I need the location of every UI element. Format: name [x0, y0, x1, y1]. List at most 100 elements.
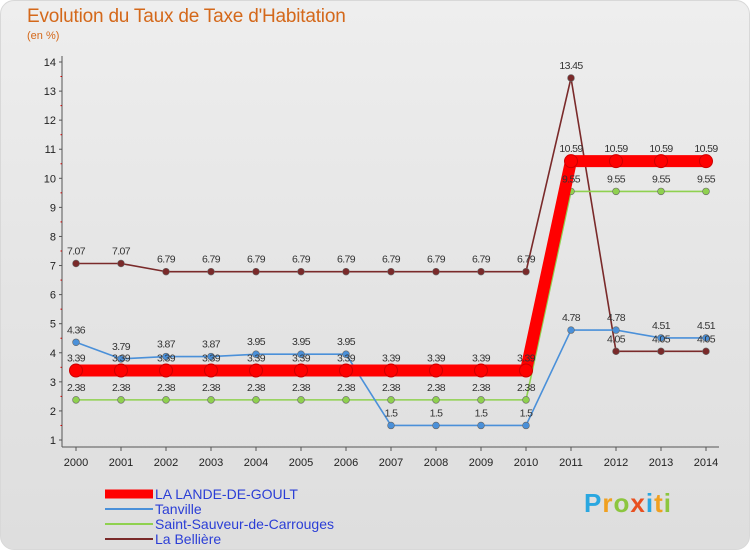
data-label: 3.39: [427, 353, 446, 365]
data-label: 7.07: [67, 246, 86, 258]
data-labels: 3.39 3.39 3.39 3.39 3.39 3.39 3.39 3.39 3.39 3.39…: [67, 60, 719, 419]
data-point: [522, 267, 530, 276]
data-point: [297, 350, 305, 358]
data-label: 1.5: [520, 407, 534, 419]
data-point: [609, 154, 623, 169]
x-tick-label: 2009: [469, 457, 493, 469]
data-point: [117, 355, 125, 363]
data-point: [384, 363, 398, 378]
legend-label: Saint-Sauveur-de-Carrouges: [155, 516, 334, 532]
y-tick-label: 12: [44, 115, 56, 127]
data-label: 3.39: [202, 353, 221, 365]
data-label: 4.05: [697, 333, 716, 345]
data-point: [249, 363, 263, 378]
data-point: [342, 350, 350, 358]
data-label: 9.55: [607, 173, 626, 185]
y-tick-label: 5: [50, 319, 56, 331]
x-tick-label: 2005: [289, 457, 313, 469]
data-point: [204, 363, 218, 378]
data-point: [387, 396, 395, 404]
logo-letter: o: [613, 488, 631, 518]
data-label: 6.79: [157, 254, 176, 266]
data-label: 2.38: [157, 382, 176, 394]
y-tick-label: 6: [50, 290, 56, 302]
data-label: 4.78: [562, 312, 581, 324]
data-point: [114, 363, 128, 378]
x-tick-label: 2012: [604, 457, 628, 469]
data-label: 10.59: [694, 143, 718, 155]
data-label: 1.5: [430, 407, 444, 419]
data-label: 9.55: [697, 173, 716, 185]
data-label: 1.5: [385, 407, 399, 419]
legend-label: Tanville: [155, 501, 202, 517]
data-label: 2.38: [472, 382, 491, 394]
data-label: 9.55: [562, 173, 581, 185]
data-point: [432, 396, 440, 404]
data-label: 3.95: [247, 336, 266, 348]
data-label: 3.39: [337, 353, 356, 365]
x-tick-label: 2004: [244, 457, 268, 469]
x-tick-label: 2001: [109, 457, 133, 469]
x-tick-label: 2013: [649, 457, 673, 469]
data-point: [69, 363, 83, 378]
data-label: 3.95: [292, 336, 311, 348]
data-label: 10.59: [649, 143, 673, 155]
data-point: [702, 347, 710, 356]
y-tick-label: 11: [45, 144, 56, 156]
data-point: [117, 259, 125, 268]
data-label: 6.79: [382, 254, 401, 266]
data-point: [72, 396, 80, 404]
data-point: [474, 363, 488, 378]
data-label: 6.79: [427, 254, 446, 266]
data-label: 4.36: [67, 324, 86, 336]
data-label: 13.45: [559, 60, 583, 72]
data-label: 4.51: [652, 320, 671, 332]
data-label: 3.39: [112, 353, 131, 365]
data-label: 3.39: [292, 353, 311, 365]
data-point: [207, 352, 215, 361]
y-tick-label: 9: [50, 202, 56, 214]
data-point: [522, 421, 530, 430]
y-tick-label: 13: [44, 86, 56, 98]
data-label: 3.79: [112, 341, 131, 353]
x-tick-label: 2010: [514, 457, 538, 469]
logo-letter: t: [654, 488, 664, 518]
y-tick-label: 14: [44, 57, 56, 69]
data-label: 6.79: [337, 254, 356, 266]
logo-letter: i: [645, 488, 655, 518]
data-point: [429, 363, 443, 378]
data-label: 2.38: [292, 382, 311, 394]
y-tick-label: 4: [50, 348, 56, 360]
data-label: 6.79: [202, 254, 221, 266]
data-point: [294, 363, 308, 378]
data-label: 3.39: [517, 353, 536, 365]
data-label: 2.38: [382, 382, 401, 394]
y-tick-label: 7: [50, 261, 56, 273]
y-tick-label: 10: [44, 173, 56, 185]
data-point: [567, 74, 575, 82]
data-point: [432, 421, 440, 430]
data-point: [612, 347, 620, 356]
data-label: 7.07: [112, 246, 131, 258]
data-label: 3.39: [157, 353, 176, 365]
data-point: [654, 154, 668, 169]
data-label: 9.55: [652, 173, 671, 185]
data-label: 3.39: [67, 353, 86, 365]
data-point: [159, 363, 173, 378]
data-label: 2.38: [247, 382, 266, 394]
data-label: 2.38: [517, 382, 536, 394]
data-point: [657, 187, 665, 196]
x-tick-label: 2003: [199, 457, 223, 469]
data-label: 3.39: [472, 353, 491, 365]
data-label: 2.38: [337, 382, 356, 394]
data-label: 3.95: [337, 336, 356, 348]
x-tick-label: 2000: [64, 457, 88, 469]
data-point: [702, 187, 710, 196]
y-tick-label: 3: [50, 377, 56, 389]
proxiti-logo: Proxiti: [584, 488, 672, 519]
data-label: 4.78: [607, 312, 626, 324]
data-point: [207, 396, 215, 404]
